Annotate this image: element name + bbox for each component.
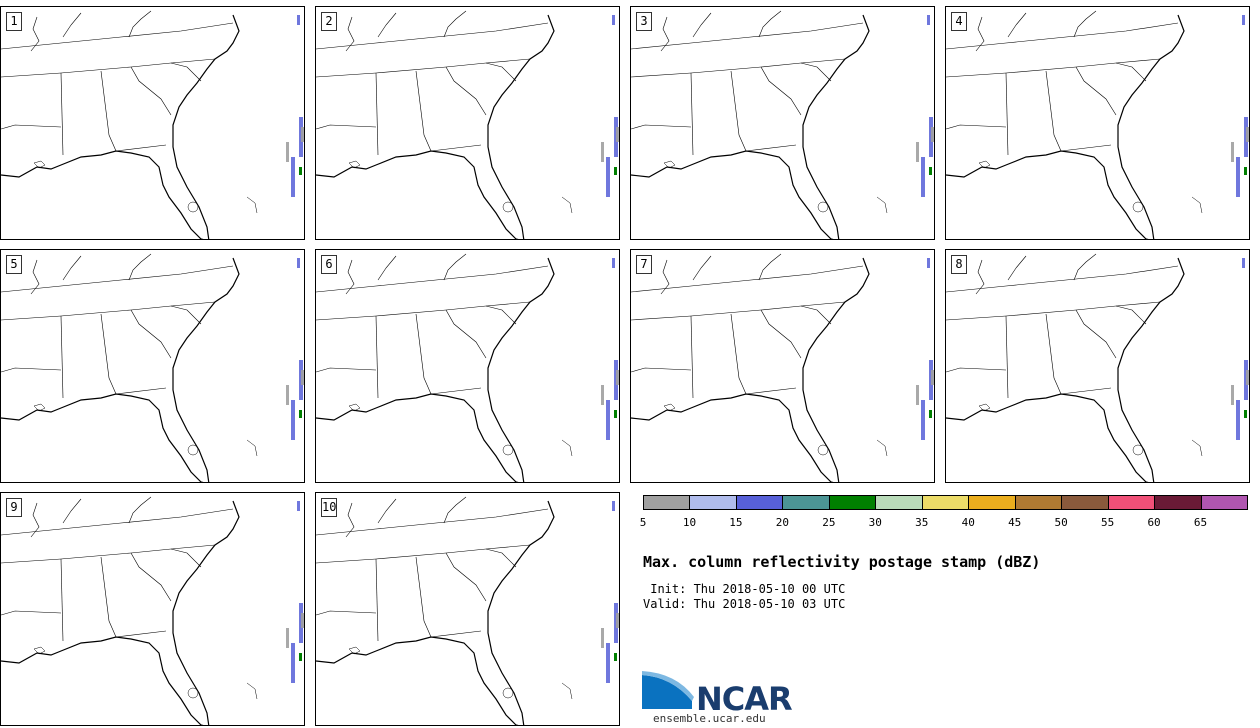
logo-wordmark: NCAR — [696, 680, 793, 718]
member-number-label: 7 — [636, 255, 652, 274]
member-number-label: 8 — [951, 255, 967, 274]
map-base — [316, 496, 619, 725]
map-base — [316, 10, 619, 239]
colorbar-segment — [921, 495, 970, 510]
postage-stamp-panel: 10 — [315, 492, 620, 726]
member-number-label: 2 — [321, 12, 337, 31]
colorbar-segment — [782, 495, 830, 510]
colorbar-segment — [689, 495, 737, 510]
colorbar-tick-label: 25 — [822, 516, 836, 529]
postage-stamp-panel: 2 — [315, 6, 620, 240]
postage-stamp-panel: 7 — [630, 249, 935, 483]
logo-url: ensemble.ucar.edu — [653, 712, 766, 725]
colorbar-tick-label: 10 — [682, 516, 697, 529]
colorbar-segment — [1154, 495, 1202, 510]
map-base — [946, 253, 1249, 482]
member-number-label: 10 — [321, 498, 337, 517]
colorbar-segment — [1107, 495, 1156, 510]
map-base — [1, 496, 304, 725]
ncar-logo-icon — [642, 671, 694, 709]
colorbar-tick-label: 35 — [915, 516, 929, 529]
colorbar-tick-label: 15 — [729, 516, 743, 529]
colorbar-tick-label: 65 — [1193, 516, 1208, 529]
colorbar-segment — [1200, 495, 1248, 510]
colorbar-segment — [968, 495, 1016, 510]
colorbar-tick-label: 50 — [1054, 516, 1068, 529]
postage-stamp-panel: 4 — [945, 6, 1250, 240]
valid-time: Valid: Thu 2018-05-10 03 UTC — [643, 597, 846, 611]
colorbar-segment — [1014, 495, 1063, 510]
colorbar-tick-label: 20 — [775, 516, 789, 529]
map-base — [316, 253, 619, 482]
member-number-label: 1 — [6, 12, 22, 31]
map-base — [631, 253, 934, 482]
postage-stamp-panel: 8 — [945, 249, 1250, 483]
map-base — [1, 253, 304, 482]
map-base — [631, 10, 934, 239]
colorbar-segment — [643, 495, 691, 510]
postage-stamp-panel: 6 — [315, 249, 620, 483]
init-time: Init: Thu 2018-05-10 00 UTC — [643, 582, 846, 596]
postage-stamp-panel: 9 — [0, 492, 305, 726]
colorbar-segment — [828, 495, 877, 510]
colorbar-tick-label: 5 — [639, 516, 647, 529]
map-base — [946, 10, 1249, 239]
postage-stamp-panel: 3 — [630, 6, 935, 240]
member-number-label: 4 — [951, 12, 967, 31]
map-base — [1, 10, 304, 239]
member-number-label: 3 — [636, 12, 652, 31]
chart-title: Max. column reflectivity postage stamp (… — [643, 553, 1041, 571]
colorbar-tick-label: 30 — [868, 516, 882, 529]
member-number-label: 9 — [6, 498, 22, 517]
member-number-label: 6 — [321, 255, 337, 274]
colorbar-segment — [875, 495, 923, 510]
colorbar-segment — [1061, 495, 1109, 510]
postage-stamp-panel: 1 — [0, 6, 305, 240]
colorbar-tick-label: 45 — [1008, 516, 1022, 529]
colorbar-segment — [735, 495, 784, 510]
colorbar-tick-label: 60 — [1147, 516, 1161, 529]
colorbar-tick-label: 55 — [1100, 516, 1115, 529]
colorbar-tick-label: 40 — [961, 516, 975, 529]
postage-stamp-panel: 5 — [0, 249, 305, 483]
member-number-label: 5 — [6, 255, 22, 274]
